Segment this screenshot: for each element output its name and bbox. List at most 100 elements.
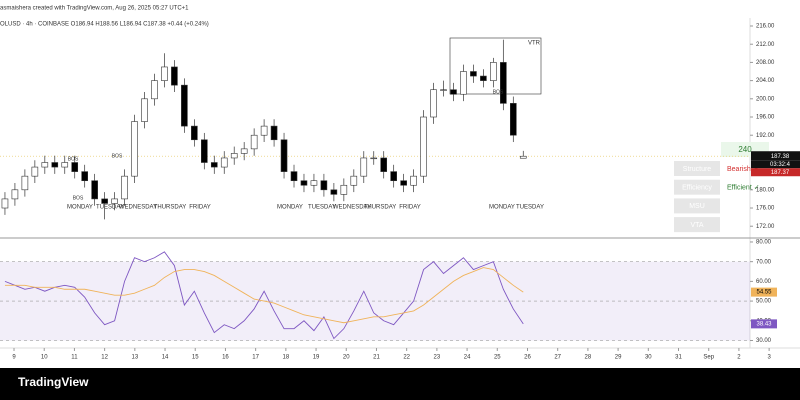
candle-body xyxy=(330,189,338,195)
structure-label: BOS xyxy=(112,153,123,159)
candle-body xyxy=(350,175,358,186)
candle-body xyxy=(121,175,128,200)
footer xyxy=(0,368,800,400)
candle-body xyxy=(270,125,278,141)
day-label: WEDNESDAY xyxy=(119,205,157,211)
x-tick-label: 23 xyxy=(434,355,441,361)
candle-body xyxy=(111,198,118,204)
x-tick-label: 9 xyxy=(12,355,16,361)
candle-body xyxy=(51,162,59,168)
prev-price: 187.37 xyxy=(771,170,790,176)
y-tick-label: 200.00 xyxy=(756,96,775,102)
y-tick-label: 180.00 xyxy=(756,187,775,193)
candle-body xyxy=(161,66,168,81)
candle-body xyxy=(61,162,69,168)
x-tick-label: 29 xyxy=(615,355,622,361)
panel-button xyxy=(674,179,720,195)
y-tick-label: 80.00 xyxy=(756,240,772,246)
x-tick-label: 31 xyxy=(675,355,682,361)
candle-body xyxy=(420,116,427,177)
candle-body xyxy=(290,171,298,182)
panel: 240 Structure Bearish ▼ Efficiency Efficien… xyxy=(674,142,769,233)
candle-body xyxy=(370,157,378,160)
structure-label: BOS xyxy=(493,89,504,95)
vtr-box xyxy=(449,37,542,95)
x-tick-label: Sep xyxy=(703,355,714,361)
panel-button-label: Efficiency xyxy=(682,185,712,192)
day-label: TUESDAY xyxy=(516,205,544,211)
candle-body xyxy=(480,75,487,81)
x-tick-label: 17 xyxy=(252,355,259,361)
candle-body xyxy=(410,175,417,186)
x-tick-label: 27 xyxy=(554,355,561,361)
candle-body xyxy=(141,98,148,122)
symbol-legend: OLUSD · 4h · COINBASE O186.94 H188.56 L1… xyxy=(0,22,209,28)
candle-body xyxy=(101,198,108,204)
rsi-value-box xyxy=(751,287,777,297)
rsi-line xyxy=(4,251,524,340)
candle-body xyxy=(320,180,328,191)
x-tick-label: 28 xyxy=(585,355,592,361)
candle-body xyxy=(460,71,467,95)
x-tick-label: 10 xyxy=(41,355,48,361)
y-tick-label: 172.00 xyxy=(756,224,775,230)
candle-body xyxy=(171,66,178,86)
panel-button xyxy=(674,217,720,233)
last-price: 187.38 xyxy=(771,154,790,160)
candle-body xyxy=(310,180,318,186)
candle-body xyxy=(280,139,288,172)
last-price-box xyxy=(751,151,800,161)
day-label: THURSDAY xyxy=(364,205,397,211)
candle-body xyxy=(191,125,198,141)
countdown-box xyxy=(751,160,800,169)
y-tick-label: 216.00 xyxy=(756,24,775,30)
x-tick-label: 21 xyxy=(373,355,380,361)
panel-value: Efficient ✓ xyxy=(727,185,760,192)
y-tick-label: 196.00 xyxy=(756,115,775,121)
day-label: MONDAY xyxy=(67,205,93,211)
panel-button-label: VTA xyxy=(690,222,703,229)
x-tick-label: 19 xyxy=(313,355,320,361)
candle-body xyxy=(340,184,348,195)
x-tick-label: 22 xyxy=(403,355,410,361)
candle-body xyxy=(41,162,49,168)
rsi-value: 54.55 xyxy=(756,290,772,296)
candle-body xyxy=(519,155,527,159)
day-label: MONDAY xyxy=(277,205,303,211)
candle-body xyxy=(181,84,188,127)
y-tick-label: 60.00 xyxy=(756,279,772,285)
day-label: MONDAY xyxy=(489,205,515,211)
candle-body xyxy=(21,175,29,191)
x-tick-label: 24 xyxy=(464,355,471,361)
y-tick-label: 50.00 xyxy=(756,299,772,305)
candle-body xyxy=(260,125,268,136)
structure-label: BOS xyxy=(68,156,79,162)
panel-button-label: Structure xyxy=(683,166,712,173)
panel-button xyxy=(674,161,720,176)
candle-body xyxy=(360,157,368,177)
prev-price-box xyxy=(751,168,800,177)
x-tick-label: 20 xyxy=(343,355,350,361)
x-tick-label: 18 xyxy=(283,355,290,361)
y-tick-label: 70.00 xyxy=(756,259,772,265)
candle-body xyxy=(11,189,19,200)
candle-body xyxy=(240,148,248,154)
y-tick-label: 192.00 xyxy=(756,133,775,139)
brand: TradingView xyxy=(18,375,89,389)
candle-body xyxy=(490,62,497,81)
x-tick-label: 2 xyxy=(737,355,741,361)
x-tick-label: 12 xyxy=(101,355,108,361)
candle-body xyxy=(500,62,507,104)
y-tick-label: 176.00 xyxy=(756,206,775,212)
x-tick-label: 13 xyxy=(131,355,138,361)
rsi-value-box xyxy=(751,319,777,329)
y-tick-label: 30.00 xyxy=(756,338,772,344)
x-tick-label: 14 xyxy=(162,355,169,361)
day-label: FRIDAY xyxy=(399,205,421,211)
candle-body xyxy=(440,89,447,91)
candle-body xyxy=(201,139,208,163)
day-label: THURSDAY xyxy=(154,205,187,211)
candle-body xyxy=(131,121,138,177)
